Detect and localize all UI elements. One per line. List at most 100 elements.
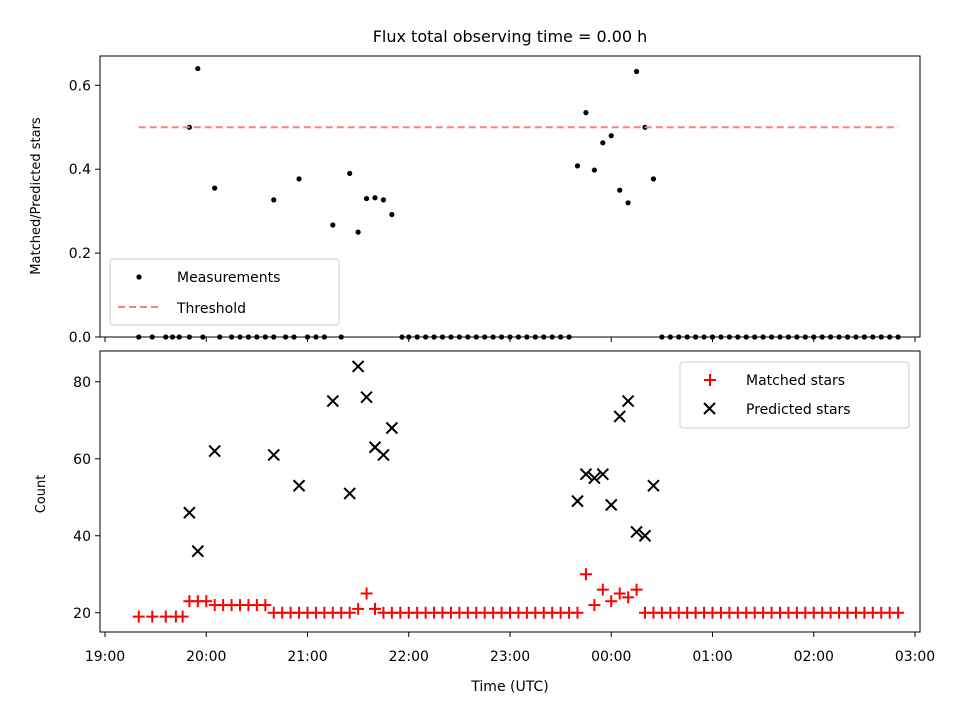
- bottom-y-axis-label: Count: [34, 475, 49, 514]
- measurement-point: [650, 176, 657, 182]
- matched-stars-point: [596, 583, 609, 596]
- measurement-point: [633, 68, 640, 75]
- matched-stars-legend-label: Matched stars: [746, 373, 845, 389]
- predicted-stars-point-b: [267, 448, 280, 462]
- matched-stars-point: [352, 602, 365, 615]
- x-tick-label: 23:00: [490, 649, 530, 665]
- measurement-point: [583, 110, 589, 116]
- measurements-legend-label: Measurements: [177, 270, 280, 286]
- predicted-stars-legend-label: Predicted stars: [746, 402, 851, 418]
- predicted-stars-point-b: [343, 487, 356, 500]
- predicted-stars-point-b: [191, 544, 205, 558]
- matched-stars-point: [579, 568, 592, 581]
- bottom-plot-data: [132, 360, 905, 623]
- measurement-point: [617, 187, 623, 193]
- measurement-point: [608, 133, 614, 139]
- matched-stars-point: [622, 591, 635, 604]
- predicted-stars-point: [596, 467, 610, 481]
- predicted-stars-point: [360, 390, 373, 404]
- predicted-stars-point: [613, 410, 626, 423]
- matched-stars-point: [571, 606, 584, 619]
- predicted-stars-point: [571, 494, 584, 508]
- predicted-stars-point-b: [647, 479, 660, 492]
- top-y-tick-label: 0.2: [69, 246, 91, 262]
- predicted-stars-point: [292, 479, 306, 492]
- predicted-stars-point: [630, 525, 643, 539]
- matched-stars-point: [892, 606, 905, 619]
- bottom-axes: 20 40 60 80 19:00 20:00 21:00 22:00 23:00 00:00 01…: [73, 375, 935, 665]
- x-tick-label: 02:00: [794, 649, 834, 665]
- matched-stars-legend-marker: [704, 374, 716, 386]
- predicted-stars-point: [605, 498, 618, 512]
- measurement-point: [330, 222, 336, 228]
- matched-stars-point: [200, 595, 213, 608]
- matched-stars-point: [176, 610, 189, 623]
- x-tick-label: 20:00: [186, 649, 226, 665]
- matched-stars-point: [588, 599, 601, 612]
- bottom-y-tick-label: 40: [73, 529, 91, 545]
- predicted-stars-point: [326, 394, 340, 408]
- matched-stars-point: [630, 583, 643, 596]
- measurement-point: [372, 195, 378, 201]
- top-legend-box: [109, 258, 340, 326]
- measurement-point: [625, 200, 631, 206]
- predicted-stars-point: [588, 471, 601, 485]
- top-y-tick-label: 0.6: [69, 78, 91, 94]
- predicted-stars-point-b: [571, 494, 584, 508]
- predicted-stars-point-b: [368, 441, 382, 454]
- matched-stars-point: [159, 610, 172, 623]
- top-y-tick-label: 0.4: [69, 162, 91, 178]
- predicted-stars-point: [638, 529, 652, 542]
- predicted-stars-point-b: [613, 410, 626, 423]
- x-tick-label: 19:00: [85, 649, 125, 665]
- bottom-legend: Matched stars Predicted stars: [679, 361, 910, 429]
- matched-stars-point: [613, 587, 626, 600]
- x-tick-label: 21:00: [287, 649, 327, 665]
- predicted-stars-point-b: [588, 471, 601, 485]
- predicted-stars-point: [385, 421, 399, 435]
- predicted-stars-point-b: [208, 444, 221, 458]
- predicted-stars-point-b: [579, 467, 593, 481]
- predicted-stars-point-b: [596, 467, 610, 481]
- predicted-stars-point-b: [605, 498, 618, 512]
- predicted-stars-point-b: [326, 394, 340, 408]
- matched-stars-point: [132, 610, 145, 623]
- top-y-tick-label: 0.0: [69, 330, 91, 346]
- matched-stars-point: [360, 587, 373, 600]
- measurement-point: [600, 140, 606, 146]
- x-tick-label: 03:00: [895, 649, 935, 665]
- measurement-point: [574, 163, 581, 169]
- top-chart-title: Flux total observing time = 0.00 h: [373, 27, 648, 46]
- predicted-stars-point-b: [360, 390, 373, 404]
- predicted-stars-point-b: [377, 448, 390, 462]
- measurement-point: [380, 197, 387, 203]
- predicted-stars-point: [343, 487, 356, 500]
- predicted-stars-point: [351, 360, 365, 373]
- bottom-y-tick-label: 20: [73, 606, 91, 622]
- predicted-stars-point: [191, 544, 205, 558]
- predicted-stars-point-b: [385, 421, 399, 435]
- top-plot-data: [136, 65, 901, 340]
- predicted-stars-legend-marker: [703, 402, 716, 415]
- measurement-point: [212, 185, 218, 191]
- predicted-stars-point-b: [630, 525, 643, 539]
- predicted-stars-point-b: [351, 360, 365, 373]
- predicted-stars-point: [579, 467, 593, 481]
- measurement-point: [296, 176, 302, 182]
- measurement-point: [591, 167, 597, 173]
- threshold-legend-label: Threshold: [176, 301, 246, 317]
- matched-stars-point: [343, 606, 356, 619]
- matched-stars-point: [605, 595, 618, 608]
- x-axis-label: Time (UTC): [470, 679, 548, 695]
- predicted-stars-point-b: [621, 394, 635, 408]
- measurement-point: [195, 65, 201, 72]
- predicted-stars-point: [621, 394, 635, 408]
- predicted-stars-point-b: [292, 479, 306, 492]
- top-axes: 0.0 0.2 0.4 0.6: [69, 78, 916, 346]
- bottom-legend-box: [679, 361, 910, 429]
- measurement-point: [363, 195, 370, 202]
- matched-stars-point: [369, 602, 381, 615]
- predicted-stars-point: [183, 506, 196, 519]
